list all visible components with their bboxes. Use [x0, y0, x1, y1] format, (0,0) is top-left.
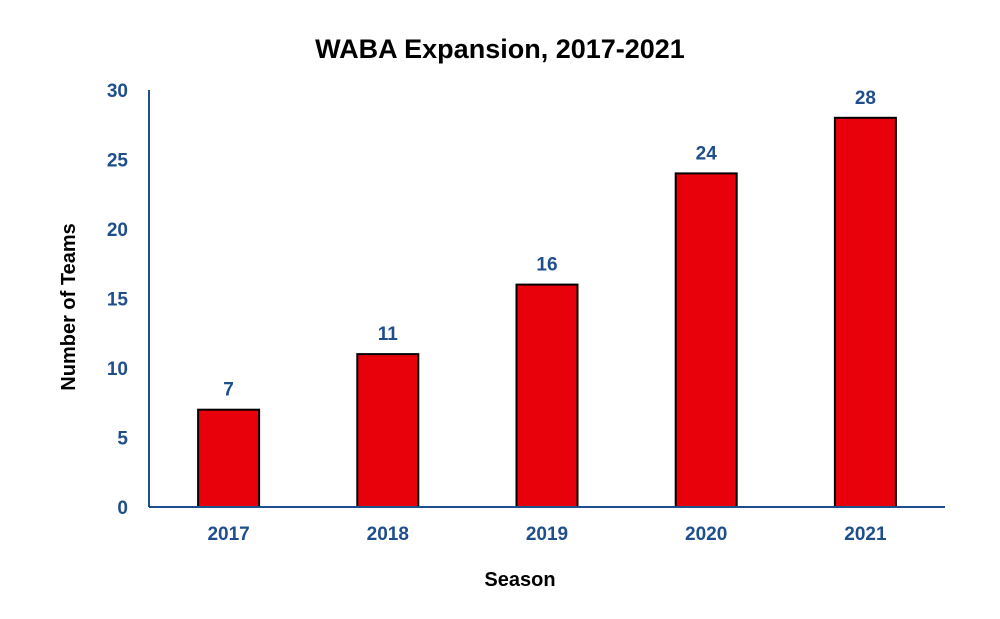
x-tick-label-2020: 2020: [685, 524, 727, 545]
bars-layer: [197, 116, 897, 509]
y-tick-label-20: 20: [107, 220, 128, 241]
bar-2018: [356, 353, 420, 508]
bar-2021: [833, 116, 897, 509]
x-tick-label-2021: 2021: [844, 524, 887, 545]
y-tick-label-0: 0: [117, 498, 128, 519]
bar-2017: [197, 408, 261, 509]
data-label-2021: 28: [855, 88, 876, 109]
data-label-2020: 24: [696, 143, 718, 164]
y-tick-labels: 0 5 10 15 20 25 30: [107, 81, 129, 519]
chart-title: WABA Expansion, 2017-2021: [315, 34, 685, 64]
x-tick-label-2018: 2018: [367, 524, 409, 545]
x-tick-label-2017: 2017: [207, 524, 249, 545]
y-tick-label-30: 30: [107, 81, 128, 102]
data-label-2018: 11: [378, 324, 399, 345]
y-tick-label-25: 25: [107, 151, 129, 172]
data-labels-layer: 7 11 16 24 28: [223, 88, 876, 401]
y-tick-label-15: 15: [107, 290, 129, 311]
data-label-2017: 7: [223, 380, 234, 401]
bar-2019: [515, 283, 579, 508]
y-axis-title: Number of Teams: [58, 223, 80, 390]
x-tick-labels: 2017 2018 2019 2020 2021: [207, 524, 887, 545]
y-tick-label-5: 5: [117, 429, 128, 450]
data-label-2019: 16: [536, 255, 557, 276]
y-tick-label-10: 10: [107, 359, 128, 380]
x-tick-label-2019: 2019: [526, 524, 568, 545]
bar-2020: [674, 172, 738, 508]
x-axis-title: Season: [484, 569, 555, 591]
